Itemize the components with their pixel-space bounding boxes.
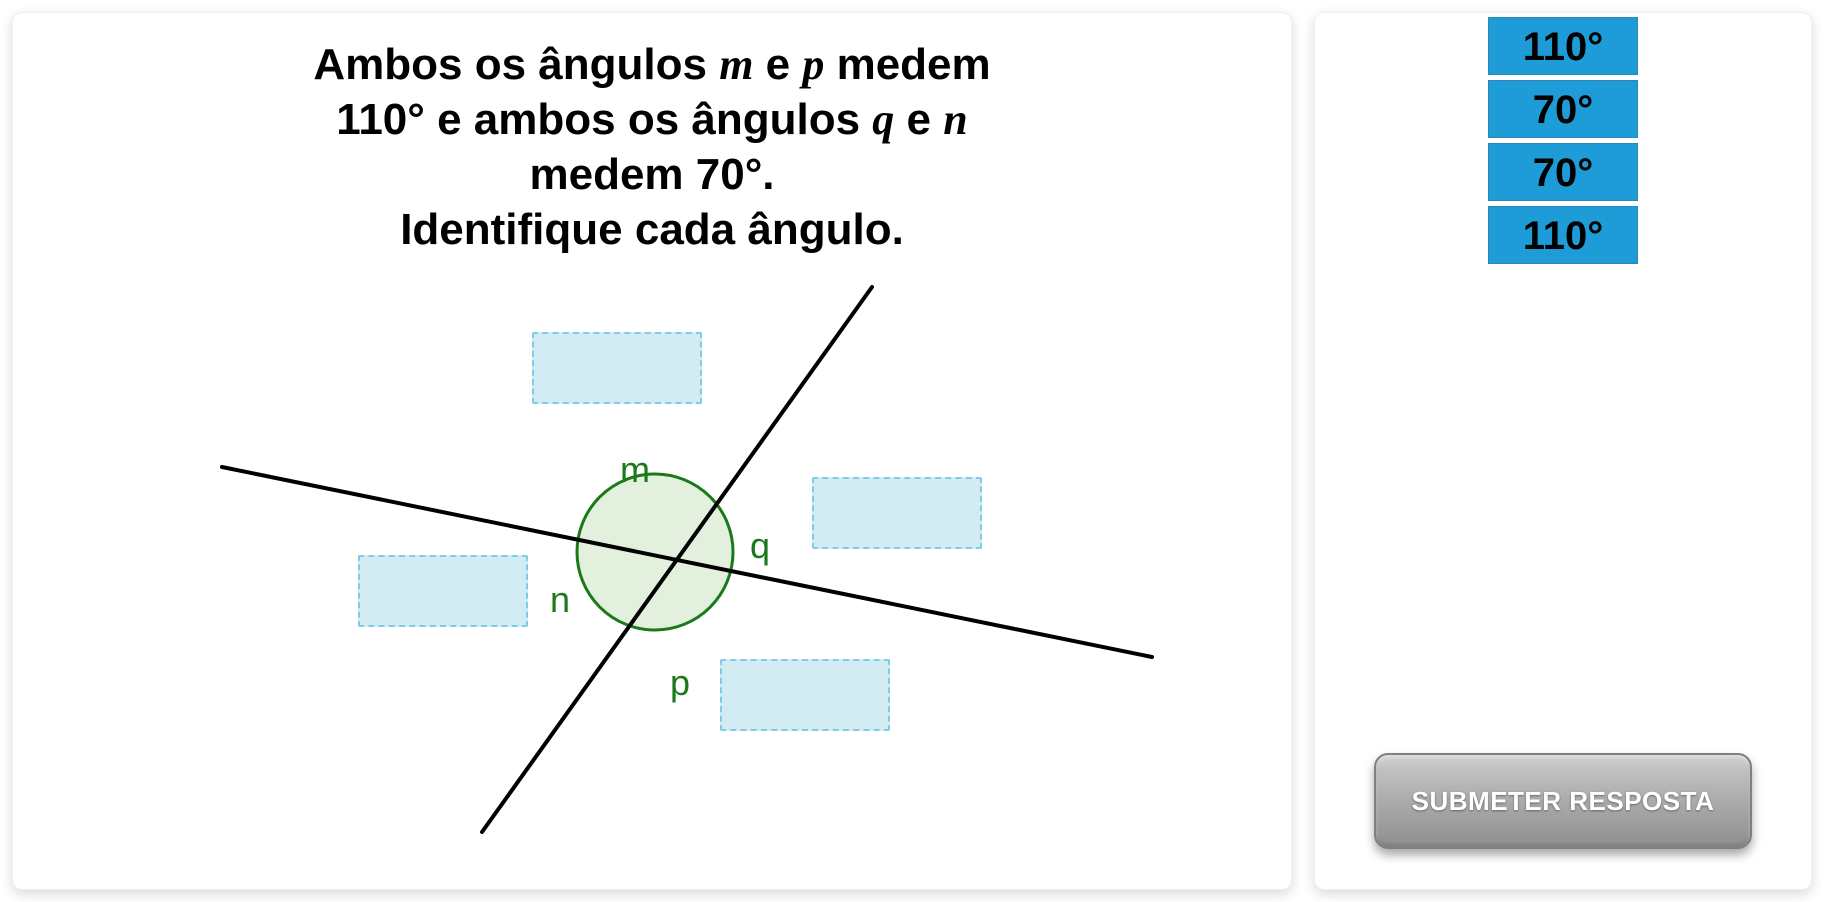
dropzone-m[interactable] [532, 332, 702, 404]
answer-tile-2[interactable]: 70° [1488, 143, 1638, 201]
angle-label-p: p [670, 662, 690, 704]
submit-button[interactable]: SUBMETER RESPOSTA [1374, 753, 1752, 849]
q-seg: Ambos os ângulos [313, 40, 719, 89]
answer-tile-1[interactable]: 70° [1488, 80, 1638, 138]
question-panel: Ambos os ângulos m e p medem 110° e ambo… [12, 12, 1292, 890]
angle-diagram: m q n p [52, 277, 1252, 837]
angle-label-m: m [620, 449, 650, 491]
var-n: n [943, 95, 967, 144]
q-seg: e [894, 95, 943, 144]
dropzone-p[interactable] [720, 659, 890, 731]
dropzone-q[interactable] [812, 477, 982, 549]
angle-label-n: n [550, 579, 570, 621]
var-m: m [719, 40, 753, 89]
q-seg: e [753, 40, 802, 89]
q-seg: Identifique cada ângulo. [400, 205, 904, 254]
angle-label-q: q [750, 525, 770, 567]
answer-panel: 110°70°70°110° SUBMETER RESPOSTA [1314, 12, 1812, 890]
q-seg: 110° e ambos os ângulos [336, 95, 872, 144]
answer-tile-0[interactable]: 110° [1488, 17, 1638, 75]
var-p: p [802, 40, 824, 89]
var-q: q [872, 95, 894, 144]
answer-tiles: 110°70°70°110° [1488, 17, 1638, 264]
q-seg: medem [824, 40, 990, 89]
answer-tile-3[interactable]: 110° [1488, 206, 1638, 264]
q-seg: medem 70°. [529, 150, 774, 199]
dropzone-n[interactable] [358, 555, 528, 627]
question-text: Ambos os ângulos m e p medem 110° e ambo… [43, 37, 1261, 257]
